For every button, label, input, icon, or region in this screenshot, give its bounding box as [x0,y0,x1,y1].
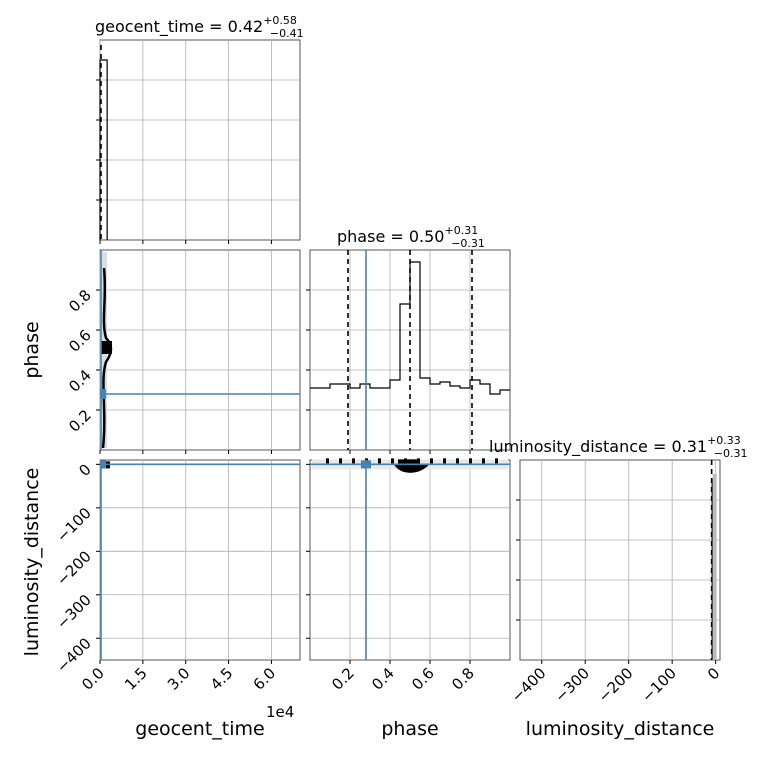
luminosity-distance-yticklabel-3: −100 [53,504,95,546]
luminosity-distance-yticklabel-1: −300 [53,591,95,633]
p00-frame [99,39,301,241]
p10-frame [99,249,301,451]
hist-geocent-time [99,59,108,240]
truth-point-phase-lumdist [361,460,371,469]
p22-frame [519,459,721,661]
phase-yticklabel-0: 0.2 [65,406,95,436]
truth-point-geocent-phase [100,389,106,399]
luminosity-distance-xticklabel-3: −100 [638,664,680,706]
xlabel-luminosity-distance: luminosity_distance [526,718,715,740]
density-dash-1 [339,458,342,464]
luminosity-distance-xticklabel-0: −400 [508,664,550,706]
density-dash-13 [495,458,498,464]
p20-frame [99,459,301,661]
phase-yticklabel-3: 0.8 [65,286,95,316]
density-dash-5 [391,458,394,464]
phase-xticklabel-3: 0.8 [448,664,478,694]
title-phase: phase = 0.50+0.31 −0.31 [337,224,485,250]
luminosity-distance-yticklabel-4: 0 [75,460,94,479]
phase-xticklabel-2: 0.6 [408,664,438,694]
phase-xticklabel-1: 0.4 [368,664,398,694]
xlabel-geocent-time: geocent_time [135,718,264,740]
luminosity-distance-xticklabel-4: 0 [704,664,723,683]
geocent-time-xticklabel-2: 3.0 [164,664,194,694]
density-dash-2 [352,458,355,464]
density-dash-10 [456,458,459,464]
geocent-time-xticklabel-3: 4.5 [207,664,237,694]
ylabel-luminosity-distance: luminosity_distance [21,468,43,657]
offset-label-geocent-time: 1e4 [266,703,294,721]
phase-yticklabel-2: 0.6 [65,326,95,356]
xlabel-phase: phase [381,718,438,740]
contour-phase-lumdist [394,463,429,473]
hist-luminosity-distance-fill [712,474,717,660]
density-dash-9 [443,458,446,464]
density-dash-0 [326,458,329,464]
density-dash-12 [482,458,485,464]
density-dash-11 [469,458,472,464]
geocent-time-xticklabel-1: 1.5 [121,664,151,694]
luminosity-distance-xticklabel-2: −200 [595,664,637,706]
hist-phase [310,261,510,395]
density-dash-4 [378,458,381,464]
geocent-time-xticklabel-4: 6.0 [250,664,280,694]
density-dash-8 [430,458,433,464]
p21-frame [309,459,511,661]
density-peak-phase-lumdist [398,459,420,466]
geocent-time-xticklabel-0: 0.0 [78,664,108,694]
phase-xticklabel-0: 0.2 [328,664,358,694]
luminosity-distance-xticklabel-1: −300 [551,664,593,706]
title-luminosity-distance: luminosity_distance = 0.31+0.33 −0.31 [489,434,748,460]
density-peak-geocent-phase [101,341,112,354]
ylabel-phase: phase [21,321,43,378]
luminosity-distance-yticklabel-2: −200 [53,547,95,589]
title-geocent-time: geocent_time = 0.42+0.58 −0.41 [95,14,304,40]
truth-point-geocent-lumdist [100,460,106,469]
phase-yticklabel-1: 0.4 [65,366,95,396]
